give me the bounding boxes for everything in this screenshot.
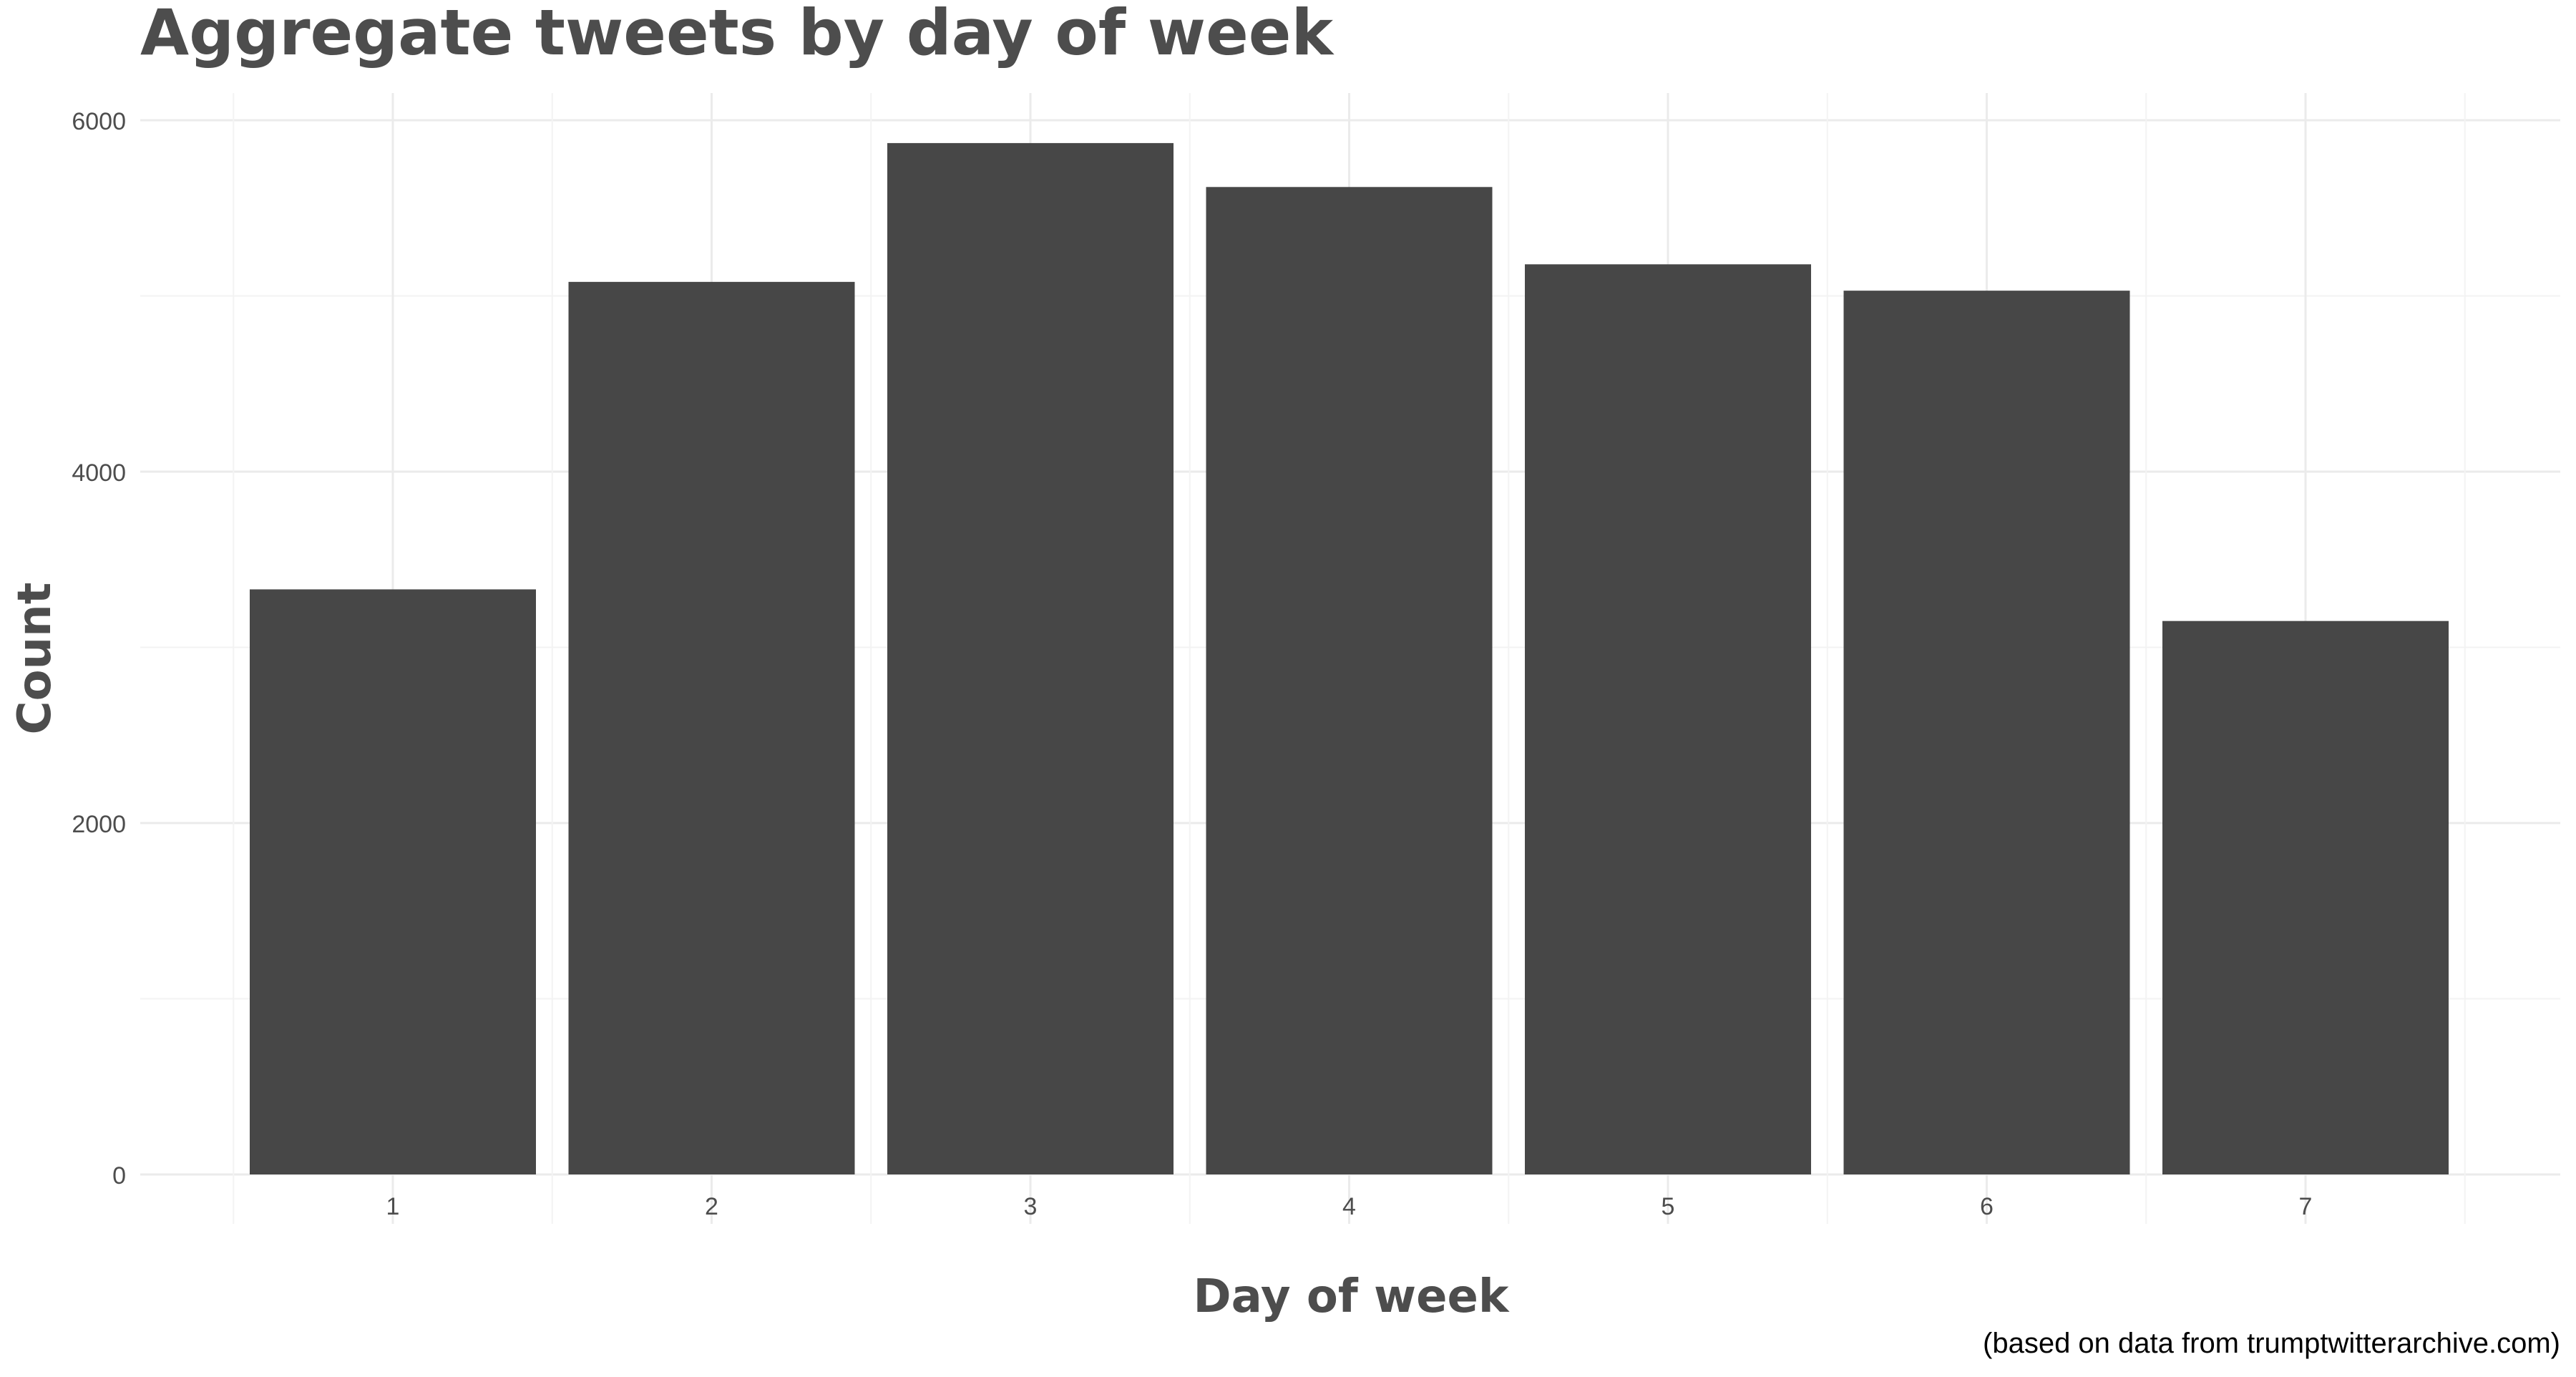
x-tick-label: 3 xyxy=(1024,1193,1038,1220)
y-tick-label: 4000 xyxy=(72,459,126,487)
bar-day-2 xyxy=(568,281,855,1174)
x-axis-tick-labels: 1 2 3 4 5 6 7 xyxy=(386,1193,2313,1220)
y-tick-label: 2000 xyxy=(72,811,126,838)
chart-caption: (based on data from trumptwitterarchive.… xyxy=(1983,1328,2560,1359)
bar-day-6 xyxy=(1843,291,2130,1174)
y-tick-label: 6000 xyxy=(72,108,126,135)
x-tick-label: 6 xyxy=(1980,1193,1994,1220)
x-tick-label: 2 xyxy=(705,1193,718,1220)
x-tick-label: 4 xyxy=(1342,1193,1356,1220)
bars xyxy=(250,142,2449,1174)
y-axis-tick-labels: 0 2000 4000 6000 xyxy=(72,108,126,1189)
y-axis-title: Count xyxy=(9,583,62,735)
bar-day-5 xyxy=(1525,264,1811,1174)
bar-day-3 xyxy=(887,142,1174,1174)
x-tick-label: 5 xyxy=(1662,1193,1675,1220)
bar-day-7 xyxy=(2162,621,2449,1174)
y-tick-label: 0 xyxy=(112,1162,126,1189)
x-axis-title: Day of week xyxy=(1194,1270,1510,1323)
x-tick-label: 1 xyxy=(386,1193,400,1220)
bar-day-4 xyxy=(1206,187,1493,1174)
x-tick-label: 7 xyxy=(2299,1193,2313,1220)
bar-day-1 xyxy=(250,589,536,1174)
chart-title: Aggregate tweets by day of week xyxy=(140,0,1335,69)
